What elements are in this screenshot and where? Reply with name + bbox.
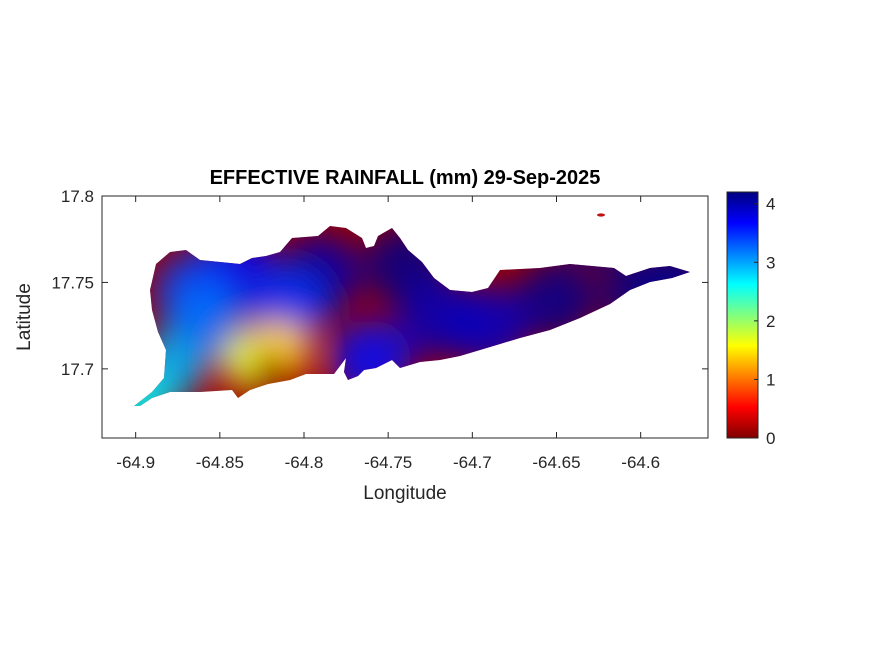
x-tick-label: -64.9 <box>116 453 155 472</box>
y-ticks: 17.7 17.75 17.8 <box>51 187 708 379</box>
colorbar-tick-label: 4 <box>766 195 775 214</box>
y-tick-label: 17.8 <box>61 187 94 206</box>
colorbar-ticks: 0 1 2 3 4 <box>754 195 775 448</box>
x-tick-label: -64.85 <box>196 453 244 472</box>
islet <box>597 213 605 217</box>
y-axis-label: Latitude <box>14 283 35 351</box>
y-tick-label: 17.75 <box>51 273 94 292</box>
colorbar-tick-label: 3 <box>766 253 775 272</box>
y-tick-label: 17.7 <box>61 360 94 379</box>
x-tick-label: -64.65 <box>532 453 580 472</box>
x-tick-label: -64.7 <box>453 453 492 472</box>
x-axis-label: Longitude <box>363 483 446 504</box>
colorbar: 0 1 2 3 4 <box>726 191 775 448</box>
rainfall-point <box>252 352 289 389</box>
colorbar-gradient <box>726 191 759 439</box>
colorbar-tick-label: 0 <box>766 429 775 448</box>
x-tick-label: -64.75 <box>364 453 412 472</box>
axes-box <box>101 195 709 439</box>
colorbar-tick-label: 2 <box>766 312 775 331</box>
x-tick-label: -64.8 <box>285 453 324 472</box>
colorbar-tick-label: 1 <box>766 370 775 389</box>
x-tick-label: -64.6 <box>621 453 660 472</box>
chart-title: EFFECTIVE RAINFALL (mm) 29-Sep-2025 <box>210 167 601 189</box>
x-ticks: -64.9 -64.85 -64.8 -64.75 -64.7 -64.65 -64.6 <box>116 196 660 472</box>
